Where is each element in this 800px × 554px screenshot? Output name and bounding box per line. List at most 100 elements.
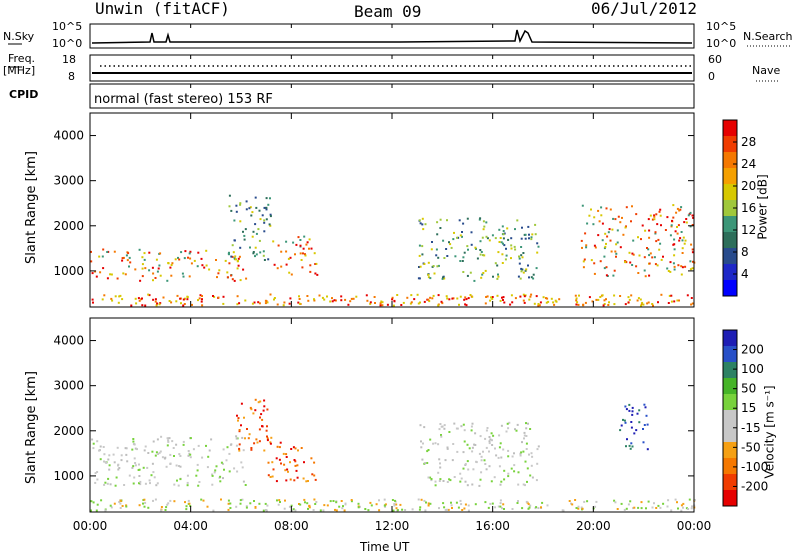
data-cell <box>210 438 213 441</box>
data-cell <box>159 274 162 277</box>
data-cell <box>604 245 607 248</box>
data-cell <box>300 259 303 261</box>
data-cell <box>267 474 270 477</box>
data-cell <box>244 437 246 440</box>
data-cell <box>423 426 426 429</box>
data-cell <box>434 484 437 487</box>
data-cell <box>125 447 128 450</box>
data-cell <box>676 226 678 228</box>
ground-cell <box>674 498 677 501</box>
ground-cell <box>391 298 394 301</box>
ground-cell <box>440 300 443 303</box>
ground-cell <box>630 294 633 297</box>
data-cell <box>143 258 146 261</box>
data-cell <box>689 225 692 228</box>
data-cell <box>144 445 147 448</box>
data-cell <box>490 432 493 435</box>
data-cell <box>658 210 661 213</box>
data-cell <box>480 455 483 458</box>
ground-cell <box>307 299 310 302</box>
data-cell <box>314 263 317 265</box>
data-cell <box>236 414 238 417</box>
data-cell <box>535 267 538 270</box>
ground-cell <box>448 298 451 301</box>
data-cell <box>600 214 603 217</box>
ground-cell <box>306 295 309 297</box>
ground-cell <box>143 505 146 508</box>
ground-cell <box>653 502 655 505</box>
ground-cell <box>143 498 146 501</box>
data-cell <box>177 256 179 259</box>
data-cell <box>471 483 474 486</box>
data-cell <box>266 437 269 440</box>
data-cell <box>525 435 528 437</box>
ground-cell <box>96 503 99 506</box>
data-cell <box>142 466 145 469</box>
colorbar-segment <box>723 410 737 427</box>
ground-cell <box>130 304 133 307</box>
ground-cell <box>575 297 578 300</box>
data-cell <box>660 224 662 227</box>
data-cell <box>459 480 462 483</box>
y-tick-label: 4000 <box>53 334 84 348</box>
data-cell <box>491 439 493 442</box>
data-cell <box>294 253 296 256</box>
data-cell <box>222 477 224 480</box>
data-cell <box>466 484 469 487</box>
data-cell <box>667 270 670 272</box>
data-cell <box>434 480 437 483</box>
data-cell <box>479 435 482 438</box>
data-cell <box>605 207 608 210</box>
data-cell <box>226 276 229 279</box>
data-cell <box>132 438 135 440</box>
ground-cell <box>222 302 225 305</box>
data-cell <box>502 233 505 236</box>
data-cell <box>467 248 469 251</box>
data-cell <box>521 441 523 444</box>
data-cell <box>305 480 308 483</box>
data-cell <box>516 219 519 222</box>
data-cell <box>458 219 461 222</box>
data-cell <box>186 474 189 477</box>
data-cell <box>503 469 506 472</box>
data-cell <box>167 262 170 264</box>
ground-cell <box>616 508 619 510</box>
ground-cell <box>576 301 579 304</box>
ground-cell <box>297 301 300 304</box>
data-cell <box>439 466 442 469</box>
data-cell <box>474 444 477 446</box>
data-cell <box>685 221 688 224</box>
ground-cell <box>298 302 301 305</box>
data-cell <box>611 228 614 231</box>
data-cell <box>243 234 246 237</box>
ground-cell <box>308 504 311 507</box>
data-cell <box>612 274 615 277</box>
data-cell <box>263 399 266 402</box>
ground-cell <box>620 502 623 505</box>
ground-cell <box>404 509 407 511</box>
ground-cell <box>568 500 571 502</box>
data-cell <box>592 223 595 226</box>
colorbar-segment <box>723 474 737 491</box>
ground-cell <box>670 509 673 512</box>
data-cell <box>197 444 200 447</box>
ground-cell <box>588 296 591 299</box>
data-cell <box>446 481 449 483</box>
y-tick-label: 2000 <box>53 424 84 438</box>
data-cell <box>152 440 155 443</box>
data-cell <box>462 423 465 426</box>
data-cell <box>305 243 308 246</box>
data-cell <box>132 482 135 485</box>
ground-cell <box>180 302 182 305</box>
data-cell <box>624 261 627 264</box>
ground-cell <box>678 299 680 302</box>
data-cell <box>677 224 680 227</box>
data-cell <box>646 247 648 249</box>
data-cell <box>455 427 458 430</box>
ground-cell <box>613 499 616 502</box>
ground-cell <box>594 505 597 508</box>
data-cell <box>154 277 157 279</box>
data-cell <box>507 449 510 452</box>
data-cell <box>156 482 159 485</box>
